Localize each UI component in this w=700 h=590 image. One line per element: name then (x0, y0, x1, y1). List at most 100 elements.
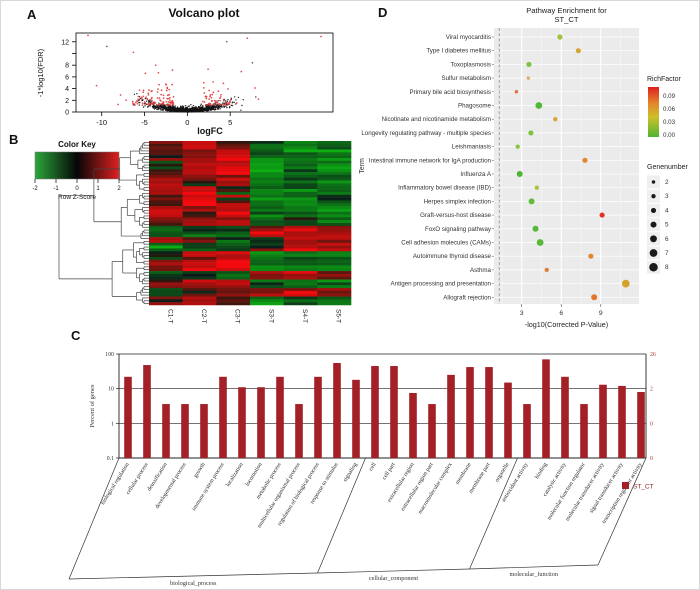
svg-text:0: 0 (65, 110, 69, 117)
svg-text:Allograft rejection: Allograft rejection (443, 294, 491, 301)
svg-text:S5-T: S5-T (335, 309, 342, 323)
svg-text:biological_process: biological_process (170, 580, 217, 587)
svg-text:Influenza A: Influenza A (460, 171, 491, 178)
svg-text:9: 9 (599, 310, 603, 317)
svg-text:Phagosome: Phagosome (458, 103, 492, 110)
svg-text:Term: Term (359, 158, 366, 174)
go-annotation-bar-chart: 100 10 1 0.1 26 2 0 0 Percent of genes biological… (56, 333, 699, 589)
svg-text:8: 8 (665, 264, 669, 271)
svg-text:5: 5 (228, 118, 232, 127)
svg-text:C1-T: C1-T (166, 309, 173, 323)
svg-text:FoxO signaling pathway: FoxO signaling pathway (425, 226, 492, 233)
svg-text:1: 1 (96, 186, 100, 192)
panel-label-b: B (9, 132, 19, 147)
svg-text:locomotion: locomotion (245, 462, 264, 488)
deg-heatmap-chart: C1-T C2-T C3-T S3-T S4-T S5-T (51, 139, 356, 339)
svg-text:0: 0 (650, 421, 653, 427)
svg-text:Cell adhesion molecules (CAMs): Cell adhesion molecules (CAMs) (401, 240, 491, 247)
svg-text:molecular_function: molecular_function (510, 571, 558, 578)
pathway-enrichment-chart: Pathway Enrichment for ST_CT Term Viral myo… (356, 1, 699, 336)
heatmap-color-key: Color Key -2 -1 0 1 2 Row Z-Score (23, 137, 131, 203)
svg-text:membrane: membrane (455, 462, 473, 486)
svg-text:-log10(Corrected P-Value): -log10(Corrected P-Value) (525, 320, 608, 329)
svg-text:ST_CT: ST_CT (554, 15, 578, 24)
svg-text:transcription regulator activi: transcription regulator activity (601, 462, 644, 525)
svg-text:6: 6 (65, 74, 69, 81)
svg-text:2: 2 (117, 186, 121, 192)
svg-text:Percent of genes: Percent of genes (89, 384, 96, 427)
svg-text:Longevity regulating pathway -: Longevity regulating pathway - multiple … (361, 130, 491, 137)
svg-text:Leishmaniasis: Leishmaniasis (452, 144, 491, 151)
svg-text:C3-T: C3-T (234, 309, 241, 323)
svg-text:3: 3 (520, 310, 524, 317)
svg-text:S4-T: S4-T (301, 309, 308, 323)
svg-text:1: 1 (111, 421, 114, 427)
svg-text:7: 7 (665, 250, 669, 257)
svg-text:5: 5 (665, 222, 669, 229)
panel-label-c: C (71, 328, 81, 343)
svg-text:-5: -5 (141, 118, 148, 127)
svg-text:S3-T: S3-T (267, 309, 274, 323)
svg-text:2: 2 (665, 179, 669, 186)
svg-text:0: 0 (75, 186, 79, 192)
svg-text:-2: -2 (32, 186, 38, 192)
svg-text:localization: localization (225, 462, 244, 488)
svg-text:C2-T: C2-T (200, 309, 207, 323)
svg-text:macromolecular complex: macromolecular complex (417, 462, 453, 515)
svg-text:-10: -10 (96, 118, 107, 127)
svg-text:cell: cell (368, 462, 378, 473)
svg-text:12: 12 (61, 39, 69, 46)
svg-text:Toxoplasmosis: Toxoplasmosis (450, 61, 491, 68)
svg-text:RichFactor: RichFactor (647, 76, 682, 83)
svg-text:Genenumber: Genenumber (647, 164, 689, 171)
svg-text:0: 0 (650, 456, 653, 462)
svg-text:Autoimmune thyroid disease: Autoimmune thyroid disease (413, 253, 492, 260)
svg-text:100: 100 (105, 352, 114, 358)
svg-text:logFC: logFC (197, 126, 223, 136)
svg-text:6: 6 (665, 236, 669, 243)
svg-text:0.09: 0.09 (663, 93, 676, 100)
svg-text:Graft-versus-host disease: Graft-versus-host disease (420, 212, 491, 219)
svg-text:Intestinal immune network for: Intestinal immune network for IgA produc… (369, 157, 492, 164)
svg-text:4: 4 (665, 207, 669, 214)
svg-text:0: 0 (185, 118, 189, 127)
svg-text:Type I diabetes mellitus: Type I diabetes mellitus (426, 48, 491, 55)
volcano-plot-chart: Volcano plot -1*log10(FDR) logFC -10 -5 0 5 0 2 4… (13, 1, 353, 141)
svg-text:10: 10 (108, 387, 114, 393)
svg-text:Viral myocarditis: Viral myocarditis (446, 34, 491, 41)
panel-label-a: A (27, 7, 37, 22)
svg-text:signal transducer activity: signal transducer activity (589, 462, 625, 515)
svg-text:Pathway Enrichment for: Pathway Enrichment for (526, 6, 607, 15)
svg-text:Inflammatory bowel disease (IB: Inflammatory bowel disease (IBD) (398, 185, 491, 192)
svg-text:detoxification: detoxification (146, 461, 169, 492)
svg-text:Antigen processing and present: Antigen processing and presentation (391, 281, 492, 288)
svg-text:-1*log10(FDR): -1*log10(FDR) (36, 48, 45, 97)
svg-text:Volcano plot: Volcano plot (168, 6, 239, 20)
svg-text:0.00: 0.00 (663, 132, 676, 139)
svg-text:Primary bile acid biosynthesis: Primary bile acid biosynthesis (409, 89, 491, 96)
svg-text:Color Key: Color Key (58, 140, 96, 149)
svg-text:Nicotinate and nicotinamide me: Nicotinate and nicotinamide metabolism (382, 116, 491, 123)
svg-text:organelle: organelle (494, 462, 511, 484)
svg-text:2: 2 (65, 98, 69, 105)
svg-text:Sulfur metabolism: Sulfur metabolism (441, 75, 491, 82)
svg-text:-1: -1 (53, 186, 59, 192)
svg-text:biological regulation: biological regulation (100, 462, 131, 506)
svg-text:8: 8 (65, 63, 69, 70)
svg-text:Row Z-Score: Row Z-Score (58, 194, 96, 201)
svg-text:3: 3 (665, 193, 669, 200)
svg-text:4: 4 (65, 86, 69, 93)
svg-text:cell part: cell part (382, 462, 397, 481)
svg-text:Asthma: Asthma (470, 267, 492, 274)
svg-text:Herpes simplex infection: Herpes simplex infection (424, 198, 492, 205)
svg-text:growth: growth (193, 462, 207, 479)
svg-text:binding: binding (534, 462, 549, 480)
svg-text:cellular_component: cellular_component (369, 575, 418, 582)
panel-label-d: D (378, 5, 388, 20)
svg-text:0.06: 0.06 (663, 106, 676, 113)
svg-text:ST_CT: ST_CT (633, 484, 654, 491)
svg-text:0.03: 0.03 (663, 119, 676, 126)
svg-text:molecular function regulator: molecular function regulator (546, 461, 587, 521)
svg-text:0.1: 0.1 (107, 456, 114, 462)
